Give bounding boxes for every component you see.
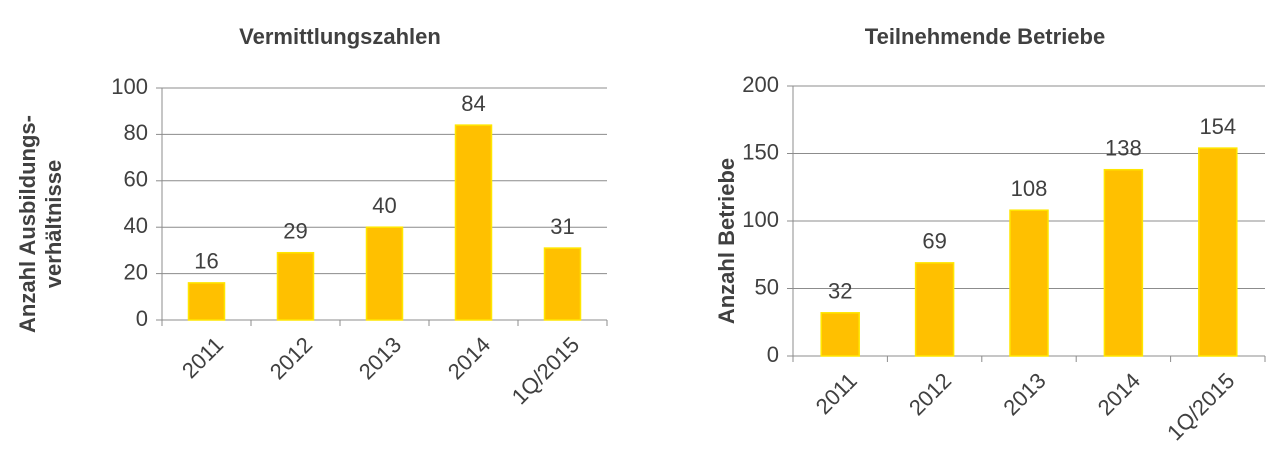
data-label: 108 (1011, 176, 1048, 201)
x-tick-label: 1Q/2015 (1162, 368, 1239, 445)
y-axis-label: Anzahl Betriebe (714, 158, 739, 324)
data-label: 154 (1199, 114, 1236, 139)
bar (1009, 209, 1049, 357)
x-tick-label: 2014 (443, 332, 495, 384)
chart-title: Teilnehmende Betriebe (865, 24, 1105, 49)
data-label: 69 (922, 229, 946, 254)
bar (365, 226, 404, 321)
x-tick-label: 1Q/2015 (507, 332, 584, 409)
y-tick-label: 50 (755, 274, 779, 299)
y-tick-label: 100 (111, 74, 148, 99)
y-tick-label: 40 (124, 213, 148, 238)
bar (276, 251, 315, 321)
y-tick-label: 20 (124, 259, 148, 284)
bar (914, 262, 955, 357)
y-tick-label: 60 (124, 167, 148, 192)
y-axis-label: verhältnisse (41, 160, 66, 288)
x-tick-label: 2013 (998, 368, 1050, 420)
y-tick-label: 80 (124, 120, 148, 145)
data-label: 84 (461, 91, 485, 116)
data-label: 31 (550, 214, 574, 239)
data-label: 16 (194, 249, 218, 274)
bar (543, 247, 582, 321)
x-tick-label: 2011 (811, 368, 862, 419)
y-axis-label: Anzahl Ausbildungs- (15, 115, 40, 333)
data-label: 29 (283, 219, 307, 244)
data-label: 40 (372, 193, 396, 218)
chart-title: Vermittlungszahlen (239, 24, 441, 49)
x-tick-label: 2013 (354, 332, 406, 384)
bar (820, 312, 860, 357)
bar (1198, 147, 1238, 357)
x-tick-label: 2012 (265, 332, 317, 384)
bar (1103, 168, 1144, 357)
y-tick-label: 0 (767, 342, 779, 367)
x-tick-label: 2012 (904, 368, 956, 420)
bar (187, 282, 226, 321)
y-tick-label: 150 (742, 139, 779, 164)
x-tick-label: 2014 (1093, 368, 1145, 420)
y-tick-label: 200 (742, 72, 779, 97)
x-tick-label: 2011 (177, 332, 228, 383)
y-tick-label: 0 (136, 306, 148, 331)
data-label: 138 (1105, 136, 1142, 161)
data-label: 32 (828, 279, 852, 304)
y-tick-label: 100 (742, 207, 779, 232)
bar (454, 124, 493, 321)
